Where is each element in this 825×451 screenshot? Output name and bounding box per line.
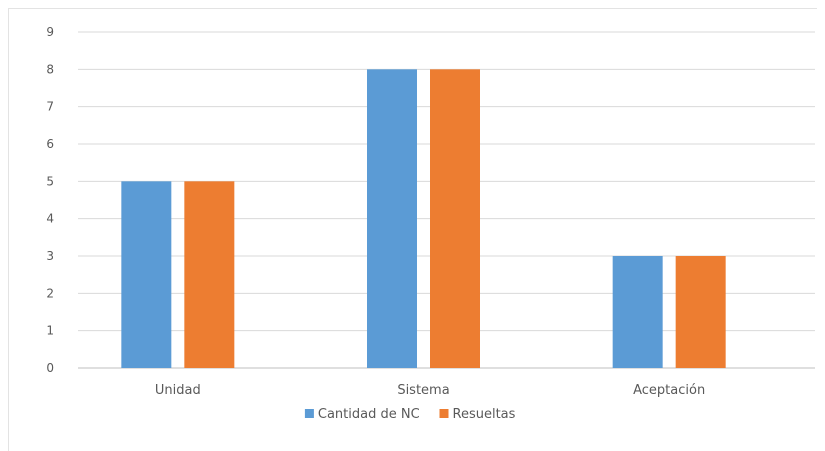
y-tick-label: 9: [46, 25, 54, 39]
bar-resueltas: [184, 181, 235, 368]
y-tick-label: 5: [46, 174, 54, 188]
legend-swatch: [304, 409, 314, 418]
x-tick-label: Sistema: [397, 383, 449, 398]
legend-label: Resueltas: [453, 407, 516, 422]
chart-frame: [8, 8, 817, 451]
y-tick-label: 4: [46, 212, 54, 226]
bars: [121, 69, 726, 368]
legend-label: Cantidad de NC: [318, 407, 420, 422]
y-axis-ticks: 0 1 2 3 4 5 6 7 8 9: [46, 25, 54, 375]
y-tick-label: 7: [46, 100, 54, 114]
x-tick-label: Aceptación: [633, 383, 705, 398]
y-tick-label: 8: [46, 62, 54, 76]
bar-cantidad-de-nc: [121, 181, 172, 368]
y-tick-label: 2: [46, 286, 54, 300]
bar-cantidad-de-nc: [612, 256, 663, 368]
y-tick-label: 0: [46, 361, 54, 375]
bar-resueltas: [430, 69, 480, 368]
legend-swatch: [439, 409, 449, 418]
x-axis-labels: Unidad Sistema Aceptación: [155, 383, 705, 398]
legend: Cantidad de NC Resueltas: [304, 407, 516, 422]
y-tick-label: 1: [46, 324, 54, 338]
y-tick-label: 6: [46, 137, 54, 151]
x-tick-label: Unidad: [155, 383, 201, 398]
bar-cantidad-de-nc: [367, 69, 417, 368]
y-tick-label: 3: [46, 249, 54, 263]
bar-resueltas: [675, 256, 726, 368]
